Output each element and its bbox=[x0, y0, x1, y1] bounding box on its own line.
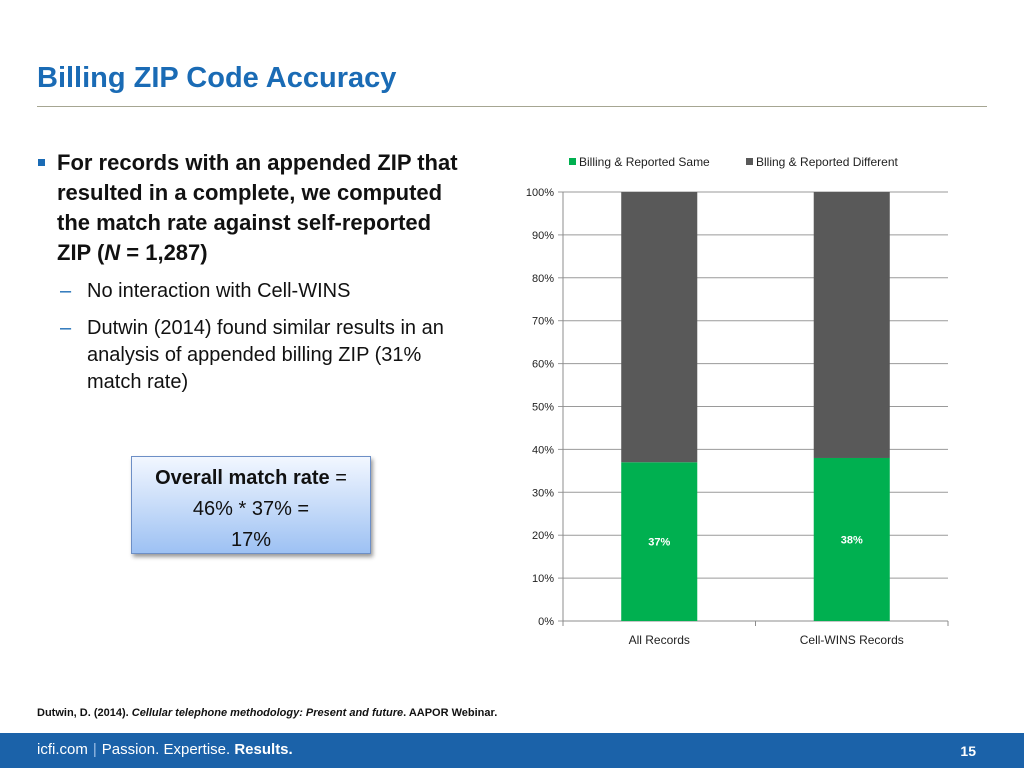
footnote-title: Cellular telephone methodology: Present … bbox=[131, 707, 404, 719]
y-tick-label: 80% bbox=[532, 273, 554, 285]
title-divider bbox=[37, 106, 987, 107]
y-tick-label: 20% bbox=[532, 530, 554, 542]
bar-segment bbox=[621, 462, 698, 621]
footer-word-results: Results. bbox=[234, 741, 293, 758]
callout-label: Overall match rate bbox=[155, 467, 330, 489]
footer-bar: icfi.com | Passion. Expertise. Results. 15 bbox=[0, 733, 1024, 768]
footnote-source: . AAPOR Webinar. bbox=[403, 707, 498, 719]
sub-bullet-text: Dutwin (2014) found similar results in a… bbox=[87, 317, 444, 393]
bar-segment bbox=[813, 192, 890, 458]
footer-brand: icfi.com | Passion. Expertise. Results. bbox=[37, 741, 293, 758]
main-bullet: For records with an appended ZIP that re… bbox=[36, 148, 466, 268]
bullet-list: For records with an appended ZIP that re… bbox=[36, 148, 466, 396]
y-tick-label: 70% bbox=[532, 316, 554, 328]
legend-swatch bbox=[569, 158, 576, 165]
callout-line2: 46% * 37% = bbox=[192, 498, 310, 520]
x-tick-label: Cell-WINS Records bbox=[800, 633, 904, 647]
main-bullet-text: For records with an appended ZIP that re… bbox=[57, 150, 458, 265]
footnote-author: Dutwin, D. (2014). bbox=[37, 707, 132, 719]
slide-title: Billing ZIP Code Accuracy bbox=[37, 62, 397, 94]
legend-swatch bbox=[746, 158, 753, 165]
footer-site: icfi.com bbox=[37, 741, 88, 758]
y-tick-label: 0% bbox=[538, 616, 554, 628]
y-tick-label: 10% bbox=[532, 573, 554, 585]
dash-bullet-icon: – bbox=[60, 317, 72, 339]
callout-line1: Overall match rate = bbox=[132, 463, 370, 494]
y-tick-label: 90% bbox=[532, 230, 554, 242]
y-tick-label: 100% bbox=[526, 187, 554, 199]
match-rate-callout: Overall match rate = 46% * 37% = 17% bbox=[131, 456, 371, 554]
sub-bullet: – Dutwin (2014) found similar results in… bbox=[36, 315, 466, 396]
footnote: Dutwin, D. (2014). Cellular telephone me… bbox=[37, 707, 497, 719]
legend-label: Billing & Reported Same bbox=[579, 155, 710, 169]
data-label: 37% bbox=[648, 537, 670, 549]
sub-bullet: – No interaction with Cell-WINS bbox=[36, 278, 466, 305]
data-label: 38% bbox=[841, 534, 863, 546]
footer-word-expertise: Expertise. bbox=[163, 741, 231, 758]
dash-bullet-icon: – bbox=[60, 280, 72, 302]
square-bullet-icon bbox=[38, 159, 45, 166]
y-tick-label: 30% bbox=[532, 487, 554, 499]
footer-separator: | bbox=[92, 741, 97, 758]
bar-segment bbox=[813, 457, 890, 621]
y-tick-label: 60% bbox=[532, 359, 554, 371]
main-bullet-count: = 1,287) bbox=[120, 240, 208, 265]
y-tick-label: 50% bbox=[532, 402, 554, 414]
stacked-bar-chart: 0% 10% 20% 30% 40% 50% 60% 70% 80% 90% 100% 37% All … bbox=[500, 145, 970, 670]
sub-bullet-text: No interaction with Cell-WINS bbox=[87, 280, 351, 302]
bar-segment bbox=[621, 192, 698, 463]
page-number: 15 bbox=[960, 743, 976, 759]
footer-word-passion: Passion. bbox=[101, 741, 160, 758]
legend-label: Blling & Reported Different bbox=[756, 155, 899, 169]
main-bullet-n: N bbox=[104, 240, 121, 265]
y-tick-label: 40% bbox=[532, 444, 554, 456]
callout-equals: = bbox=[329, 467, 347, 489]
chart-canvas: 0% 10% 20% 30% 40% 50% 60% 70% 80% 90% 100% 37% All … bbox=[526, 155, 949, 647]
callout-line3: 17% bbox=[230, 529, 272, 551]
x-tick-label: All Records bbox=[629, 633, 690, 647]
